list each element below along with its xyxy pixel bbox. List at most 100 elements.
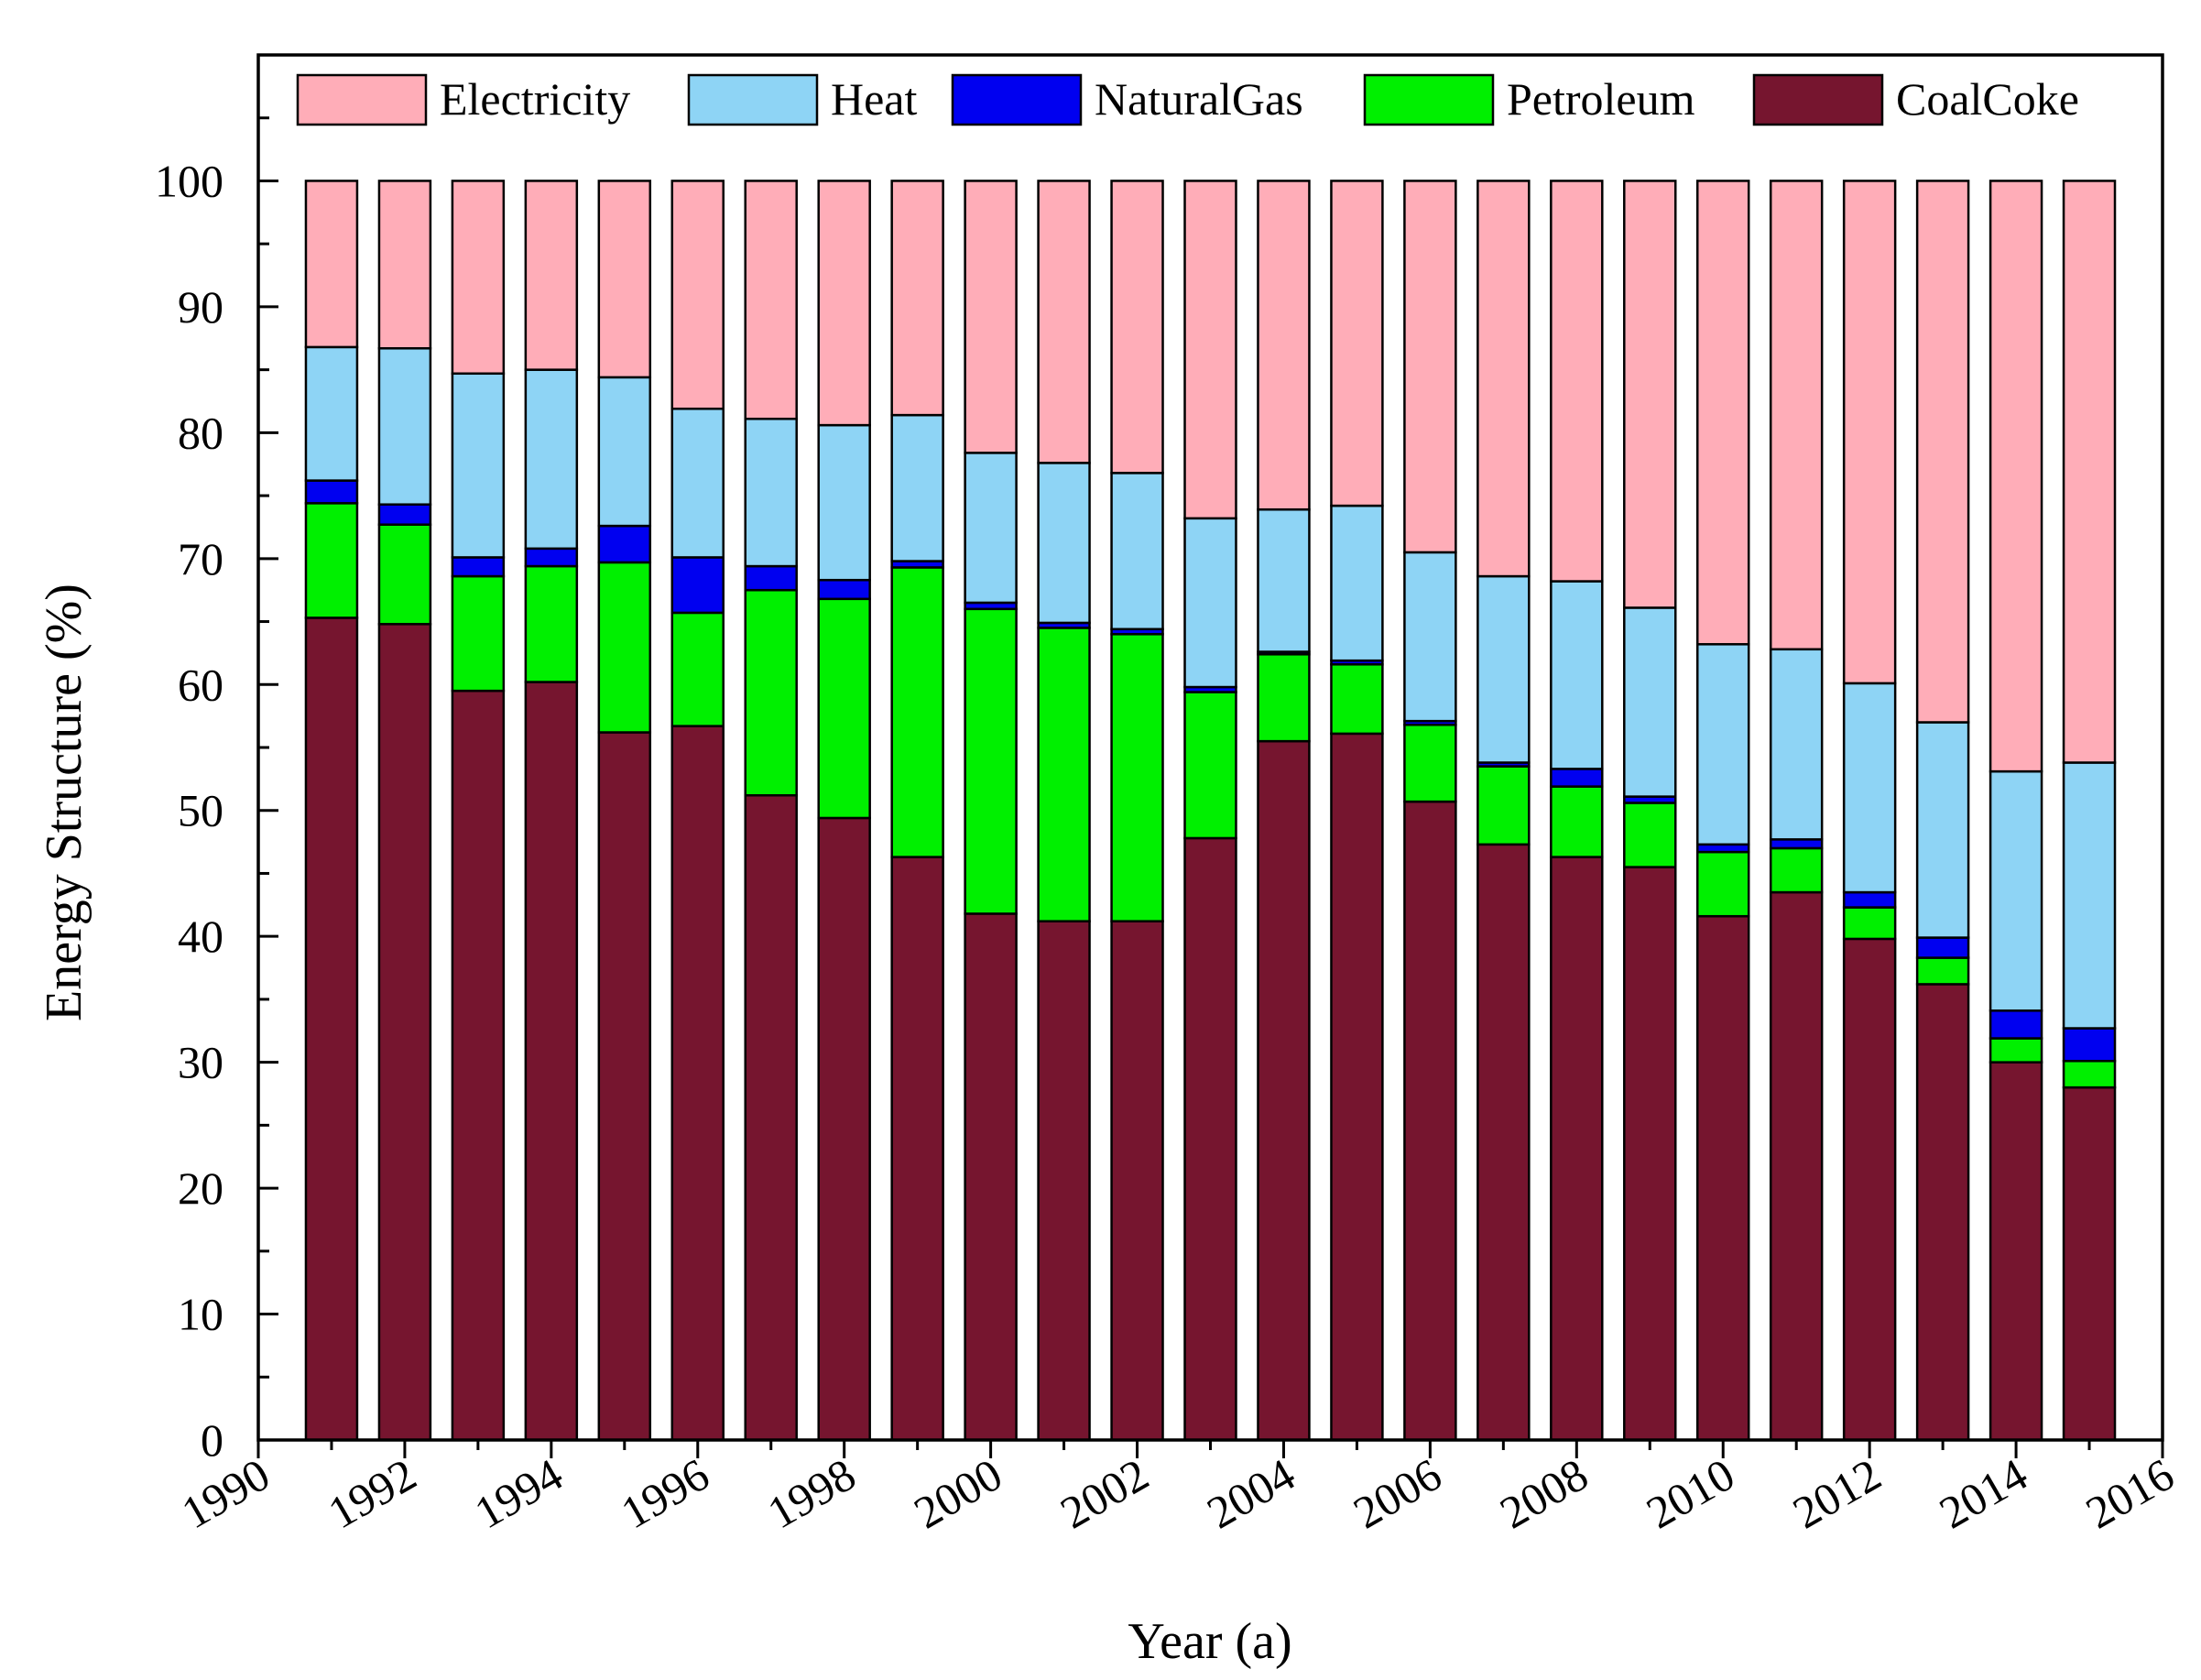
bar-coalcoke-2011 <box>1769 890 1824 1442</box>
bar-electricity-1993 <box>451 180 506 376</box>
bar-petroleum-2007 <box>1476 765 1531 846</box>
bar-coalcoke-2006 <box>1403 800 1457 1442</box>
bar-heat-2002 <box>1110 472 1164 631</box>
bar-electricity-1992 <box>377 180 432 350</box>
bar-petroleum-2012 <box>1842 906 1897 941</box>
y-axis-title: Energy Structure (%) <box>36 584 93 1021</box>
legend-label-heat: Heat <box>831 73 917 125</box>
bar-electricity-1996 <box>670 180 725 410</box>
bar-electricity-2005 <box>1330 180 1384 507</box>
bar-naturalgas-2013 <box>1915 936 1970 959</box>
bar-coalcoke-2009 <box>1623 866 1677 1442</box>
bar-naturalgas-1992 <box>377 503 432 526</box>
bar-electricity-2009 <box>1623 180 1677 609</box>
bar-petroleum-1996 <box>670 611 725 727</box>
y-tick-label-20: 20 <box>178 1162 223 1214</box>
bar-coalcoke-2003 <box>1183 836 1237 1442</box>
bar-petroleum-1994 <box>524 564 579 683</box>
bar-petroleum-1991 <box>304 502 359 619</box>
legend-swatch-petroleum <box>1363 73 1495 126</box>
bar-petroleum-1999 <box>890 566 944 858</box>
bar-naturalgas-1995 <box>597 524 652 564</box>
bar-coalcoke-1995 <box>597 731 652 1442</box>
bar-electricity-1991 <box>304 180 359 349</box>
bar-naturalgas-1994 <box>524 547 579 568</box>
bar-petroleum-2011 <box>1769 846 1824 894</box>
bar-coalcoke-2015 <box>2062 1085 2117 1442</box>
y-tick-label-90: 90 <box>178 281 223 333</box>
bar-petroleum-1993 <box>451 574 506 693</box>
bar-electricity-2013 <box>1915 180 1970 724</box>
bar-naturalgas-1993 <box>451 556 506 578</box>
bar-heat-1994 <box>524 368 579 551</box>
bar-coalcoke-2007 <box>1476 843 1531 1442</box>
y-tick-label-60: 60 <box>178 659 223 710</box>
bar-heat-1993 <box>451 372 506 559</box>
bar-heat-2013 <box>1915 721 1970 939</box>
bar-electricity-2008 <box>1550 180 1604 583</box>
bar-petroleum-2002 <box>1110 633 1164 922</box>
bar-coalcoke-1992 <box>377 623 432 1442</box>
bar-heat-2011 <box>1769 648 1824 841</box>
legend-label-coalcoke: CoalCoke <box>1896 73 2079 125</box>
bar-naturalgas-2015 <box>2062 1027 2117 1063</box>
bar-petroleum-2014 <box>1989 1037 2043 1064</box>
bar-petroleum-2000 <box>964 607 1018 915</box>
bar-petroleum-1997 <box>744 588 798 797</box>
bar-petroleum-2006 <box>1403 724 1457 803</box>
bar-coalcoke-2008 <box>1550 856 1604 1442</box>
bar-coalcoke-2000 <box>964 912 1018 1442</box>
bar-electricity-2011 <box>1769 180 1824 651</box>
bar-naturalgas-2011 <box>1769 838 1824 850</box>
bar-petroleum-2005 <box>1330 663 1384 736</box>
y-tick-label-30: 30 <box>178 1037 223 1088</box>
y-tick-label-10: 10 <box>178 1289 223 1340</box>
bar-coalcoke-1994 <box>524 681 579 1442</box>
bar-electricity-1998 <box>817 180 871 427</box>
bar-electricity-2007 <box>1476 180 1531 578</box>
bar-coalcoke-1999 <box>890 856 944 1442</box>
y-tick-label-100: 100 <box>155 155 223 206</box>
bar-heat-2015 <box>2062 761 2117 1030</box>
bar-electricity-2006 <box>1403 180 1457 554</box>
bar-coalcoke-1996 <box>670 725 725 1442</box>
bar-heat-2000 <box>964 452 1018 605</box>
legend-swatch-naturalgas <box>951 73 1083 126</box>
bar-petroleum-2010 <box>1695 850 1750 918</box>
bar-petroleum-2001 <box>1037 627 1091 922</box>
bar-electricity-2002 <box>1110 180 1164 475</box>
legend-swatch-heat <box>687 73 819 126</box>
bar-naturalgas-1996 <box>670 556 725 615</box>
bar-naturalgas-2012 <box>1842 890 1897 909</box>
bar-electricity-2010 <box>1695 180 1750 646</box>
bar-naturalgas-1998 <box>817 578 871 601</box>
y-tick-label-40: 40 <box>178 911 223 962</box>
bar-electricity-1999 <box>890 180 944 417</box>
bar-electricity-2004 <box>1257 180 1311 511</box>
bar-coalcoke-2002 <box>1110 920 1164 1442</box>
bar-electricity-2015 <box>2062 180 2117 764</box>
legend: Electricity Heat NaturalGas Petroleum CoalCo… <box>296 73 2079 126</box>
bar-heat-2004 <box>1257 507 1311 653</box>
bar-heat-1992 <box>377 347 432 506</box>
bar-heat-1991 <box>304 345 359 482</box>
bar-layer <box>304 180 2117 1442</box>
bar-heat-1998 <box>817 423 871 582</box>
bar-petroleum-1995 <box>597 561 652 734</box>
bar-heat-2008 <box>1550 580 1604 770</box>
bar-naturalgas-2008 <box>1550 768 1604 788</box>
x-axis-title: Year (a) <box>1128 1613 1291 1670</box>
bar-heat-2007 <box>1476 574 1531 764</box>
bar-coalcoke-2004 <box>1257 739 1311 1442</box>
bar-electricity-1997 <box>744 180 798 420</box>
bar-heat-2010 <box>1695 643 1750 846</box>
bar-heat-1995 <box>597 376 652 528</box>
bar-heat-2012 <box>1842 682 1897 894</box>
bar-petroleum-1992 <box>377 523 432 626</box>
bar-heat-1997 <box>744 417 798 568</box>
bar-petroleum-2013 <box>1915 956 1970 986</box>
legend-label-petroleum: Petroleum <box>1507 73 1695 125</box>
legend-swatch-coalcoke <box>1752 73 1884 126</box>
bar-coalcoke-2005 <box>1330 732 1384 1442</box>
bar-naturalgas-1991 <box>304 479 359 505</box>
